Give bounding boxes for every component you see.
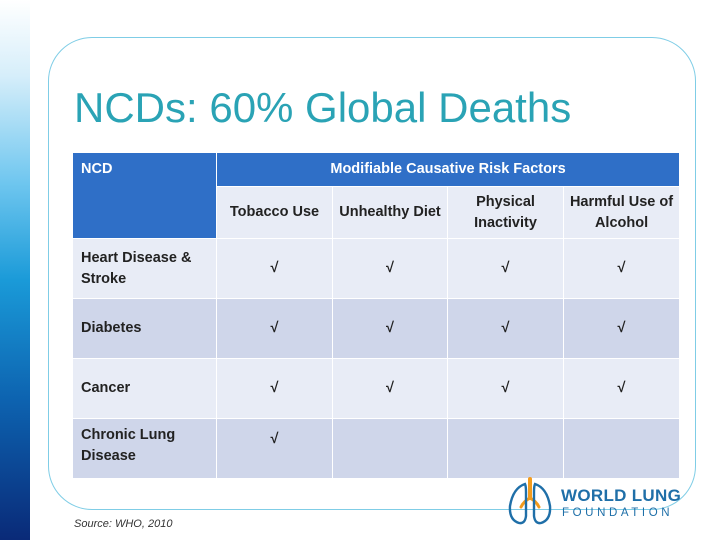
risk-factors-group-header: Modifiable Causative Risk Factors (215, 152, 681, 187)
slide-title: NCDs: 60% Global Deaths (74, 84, 572, 131)
checkmark-cell: √ (216, 358, 333, 419)
row-label-cancer: Cancer (72, 358, 217, 419)
checkmark-cell: √ (216, 298, 333, 359)
lungs-icon (508, 477, 552, 525)
subheader-harmful-use-of-alcohol: Harmful Use of Alcohol (562, 186, 681, 239)
checkmark-cell: √ (562, 238, 681, 299)
subheader-tobacco-use: Tobacco Use (216, 186, 333, 239)
checkmark-cell: √ (447, 358, 564, 419)
subheader-unhealthy-diet: Unhealthy Diet (332, 186, 448, 239)
checkmark-cell: √ (332, 358, 448, 419)
checkmark-cell: √ (216, 418, 333, 479)
checkmark-cell: √ (447, 238, 564, 299)
table-row: Chronic Lung Disease √ (72, 418, 681, 479)
checkmark-cell: √ (332, 238, 448, 299)
row-label-heart-disease: Heart Disease & Stroke (72, 238, 217, 299)
table-subheader-row: Tobacco Use Unhealthy Diet Physical Inac… (73, 186, 681, 239)
table-row: Heart Disease & Stroke √ √ √ √ (72, 238, 681, 299)
risk-factor-table: NCD Modifiable Causative Risk Factors To… (72, 152, 681, 479)
checkmark-cell: √ (332, 298, 448, 359)
empty-cell (332, 418, 448, 479)
slide-frame (48, 37, 696, 510)
logo-wordmark-line1: WORLD LUNG (561, 486, 682, 505)
ncd-column-header: NCD (72, 152, 217, 239)
checkmark-cell: √ (216, 238, 333, 299)
table-row: Cancer √ √ √ √ (72, 358, 681, 419)
checkmark-cell: √ (447, 298, 564, 359)
checkmark-cell: √ (562, 358, 681, 419)
table-row: Diabetes √ √ √ √ (72, 298, 681, 359)
row-label-diabetes: Diabetes (72, 298, 217, 359)
world-lung-foundation-logo: WORLD LUNG FOUNDATION (505, 476, 689, 528)
logo-wordmark-line2: FOUNDATION (562, 507, 674, 519)
side-gradient-bar (0, 0, 30, 540)
row-label-chronic-lung-disease: Chronic Lung Disease (72, 418, 217, 479)
table-header-row: NCD Modifiable Causative Risk Factors (72, 152, 681, 239)
empty-cell (562, 418, 681, 479)
checkmark-cell: √ (562, 298, 681, 359)
empty-cell (447, 418, 564, 479)
source-citation: Source: WHO, 2010 (74, 518, 173, 530)
subheader-physical-inactivity: Physical Inactivity (447, 186, 564, 239)
